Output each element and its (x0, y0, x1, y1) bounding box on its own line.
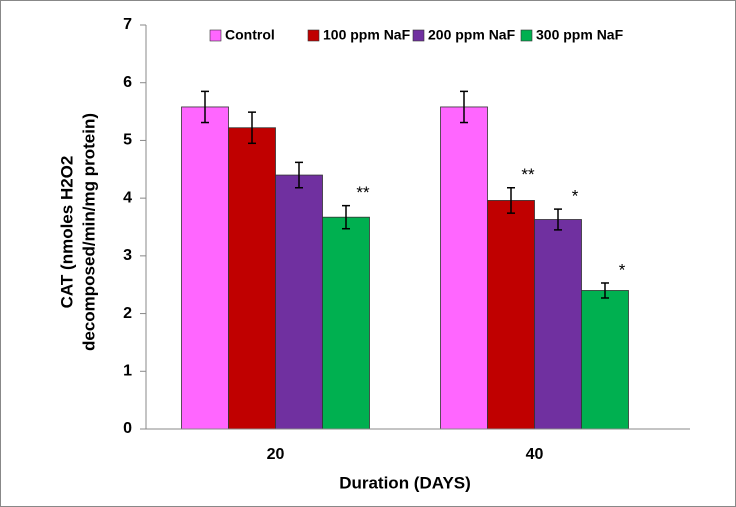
y-tick-label: 3 (123, 247, 132, 264)
legend-label: 200 ppm NaF (428, 27, 516, 43)
significance-label: ** (356, 183, 370, 202)
x-axis-label: Duration (DAYS) (339, 473, 471, 492)
error-bar (201, 90, 209, 124)
significance-label: ** (521, 165, 535, 184)
bar (275, 174, 323, 430)
y-axis-label: CAT (nmoles H2O2 decomposed/min/mg prote… (57, 113, 98, 351)
y-axis-label-line: decomposed/min/mg protein) (79, 113, 98, 351)
bar (228, 127, 276, 430)
bar (581, 290, 629, 430)
error-bar (342, 204, 350, 230)
significance-label: * (572, 187, 579, 206)
y-tick-label: 7 (123, 16, 132, 33)
bar (440, 106, 488, 430)
legend-label: 300 ppm NaF (536, 27, 624, 43)
error-bar (295, 161, 303, 189)
error-bar (554, 208, 562, 231)
y-axis-label-line: CAT (nmoles H2O2 (57, 156, 76, 309)
x-tick-label: 40 (526, 446, 544, 463)
y-tick-label: 1 (123, 363, 132, 380)
legend-swatch (520, 29, 533, 42)
error-bar (601, 282, 609, 299)
bar (534, 219, 582, 430)
legend-swatch (209, 29, 222, 42)
significance-label: * (619, 260, 626, 279)
y-tick-label: 5 (123, 132, 132, 149)
legend-label: 100 ppm NaF (323, 27, 411, 43)
y-tick-label: 0 (123, 420, 132, 437)
error-bar (248, 111, 256, 145)
bar (487, 200, 535, 430)
legend-swatch (412, 29, 425, 42)
error-bar (460, 90, 468, 124)
error-bar (507, 187, 515, 214)
y-tick-label: 4 (123, 189, 132, 206)
legend-label: Control (225, 27, 275, 43)
legend-swatch (307, 29, 320, 42)
y-tick-label: 2 (123, 305, 132, 322)
x-tick-label: 20 (267, 446, 285, 463)
bar (181, 106, 229, 430)
y-tick-label: 6 (123, 74, 132, 91)
bar (322, 216, 370, 430)
